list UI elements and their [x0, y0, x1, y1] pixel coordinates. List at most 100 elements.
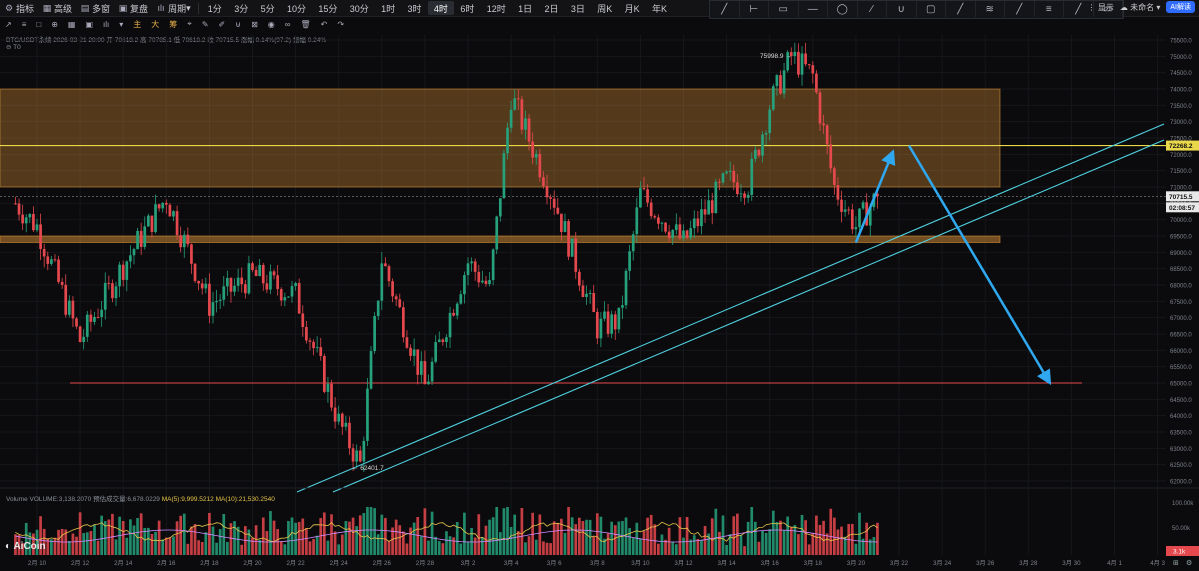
- period-tab[interactable]: 10分: [286, 3, 306, 14]
- volume-bar: [419, 536, 423, 555]
- toolbar-period-button[interactable]: ılı 周期 ▾: [152, 1, 195, 15]
- toolbar-indicator-button[interactable]: ⚙ 指标: [0, 1, 38, 15]
- screenshot-icon[interactable]: □: [36, 19, 42, 29]
- candle: [423, 361, 427, 385]
- layout-name-dropdown[interactable]: ☁ 未命名 ▾: [1119, 2, 1161, 12]
- candle: [671, 229, 675, 239]
- candle: [696, 218, 700, 227]
- box-tool-icon[interactable]: ▢: [917, 1, 946, 17]
- candle: [815, 73, 818, 93]
- brush-icon[interactable]: ✐: [218, 19, 226, 29]
- pen-tool-icon[interactable]: ╱: [946, 1, 976, 17]
- volume-bar: [728, 534, 732, 555]
- path-tool-icon[interactable]: ∕: [858, 1, 887, 17]
- toolbar-multi-button[interactable]: ▤ 多窗: [76, 1, 114, 15]
- rect-tool-icon[interactable]: ▭: [769, 1, 799, 17]
- ray-tool-icon[interactable]: —: [799, 1, 828, 17]
- x-axis-bg: [0, 556, 1199, 571]
- volume-bar: [82, 533, 86, 555]
- lines-icon[interactable]: ≡: [21, 19, 27, 29]
- quick-chip[interactable]: 筹: [169, 19, 178, 29]
- y-tick-label: 75000.0: [1170, 55, 1192, 61]
- period-tab[interactable]: 1日: [518, 3, 533, 14]
- period-tab[interactable]: 3时: [407, 3, 422, 14]
- quick-chip[interactable]: 主: [133, 19, 142, 29]
- candle: [779, 75, 782, 94]
- text-tool-icon[interactable]: ≡: [1035, 1, 1064, 17]
- toolbar-advanced-button[interactable]: ▦ 高级: [38, 1, 76, 15]
- y-tick-label: 68500.0: [1170, 267, 1192, 273]
- period-tab[interactable]: 1分: [207, 3, 222, 14]
- redo-icon[interactable]: ↷: [337, 19, 345, 29]
- period-tab[interactable]: 15分: [318, 3, 338, 14]
- ai-analysis-button[interactable]: AI解读: [1166, 1, 1195, 13]
- compare-icon[interactable]: ⊕: [51, 19, 58, 29]
- volume-bar: [384, 517, 387, 555]
- period-tab[interactable]: 2日: [544, 3, 559, 14]
- period-tab[interactable]: 30分: [349, 3, 369, 14]
- volume-bar: [674, 544, 678, 555]
- period-tab[interactable]: 12时: [486, 3, 506, 14]
- arc-tool-icon[interactable]: ∪: [887, 1, 917, 17]
- volume-bar: [567, 507, 570, 555]
- display-toggle[interactable]: ⋮ 显示: [1087, 2, 1114, 12]
- period-tab[interactable]: 6时: [460, 3, 475, 14]
- volume-bar: [739, 534, 743, 555]
- lock-icon[interactable]: ⊠: [251, 19, 258, 29]
- undo-icon[interactable]: ↶: [320, 19, 328, 29]
- grid-icon[interactable]: ▦: [67, 19, 76, 29]
- bars-icon[interactable]: ılı: [103, 19, 110, 29]
- period-tab[interactable]: 周K: [597, 3, 613, 14]
- candle: [534, 153, 538, 158]
- period-tab[interactable]: 3分: [234, 3, 249, 14]
- volume-bar: [402, 531, 405, 555]
- fib-tool-icon[interactable]: ≋: [976, 1, 1005, 17]
- volume-bar: [811, 533, 815, 555]
- y-tick-label: 74000.0: [1170, 88, 1192, 94]
- volume-bar: [850, 523, 854, 555]
- layout-icon[interactable]: ▣: [85, 19, 94, 29]
- pattern-tool-icon[interactable]: ╱: [1005, 1, 1035, 17]
- chevron-down-icon[interactable]: ▾: [119, 19, 124, 29]
- volume-bar: [204, 532, 208, 555]
- hline-tool-icon[interactable]: ⊢: [740, 1, 769, 17]
- link-icon[interactable]: ∞: [284, 19, 291, 29]
- volume-bar: [455, 522, 459, 555]
- candle: [132, 249, 136, 256]
- volume-bar: [251, 537, 254, 555]
- ruler-tool-icon[interactable]: ▭: [1094, 1, 1123, 17]
- quick-chip[interactable]: 大: [151, 19, 160, 29]
- candle: [613, 314, 617, 330]
- line-tool-icon[interactable]: ╱: [710, 1, 740, 17]
- volume-bar: [721, 515, 725, 555]
- x-tick-label: 3月 30: [1062, 560, 1081, 567]
- candle: [657, 217, 660, 224]
- period-tab[interactable]: 月K: [624, 3, 640, 14]
- volume-bar: [613, 525, 617, 555]
- magnet-icon[interactable]: ⊍: [235, 19, 242, 29]
- period-tab[interactable]: 5分: [260, 3, 275, 14]
- brush-tool-icon[interactable]: ╱: [1064, 1, 1094, 17]
- period-tab[interactable]: 4时: [427, 1, 455, 15]
- candle: [710, 200, 714, 214]
- period-tab[interactable]: 年K: [652, 3, 668, 14]
- cursor-icon[interactable]: ↗: [5, 19, 12, 29]
- period-tab[interactable]: 1时: [381, 3, 396, 14]
- volume-bar: [172, 536, 175, 555]
- toolbar-replay-button[interactable]: ▣ 复盘: [114, 1, 152, 15]
- trash-icon[interactable]: 🗑: [300, 19, 311, 29]
- volume-bar: [308, 541, 312, 555]
- candle: [294, 283, 297, 287]
- volume-bar: [545, 542, 549, 555]
- volume-bar: [703, 525, 707, 555]
- ellipse-tool-icon[interactable]: ◯: [828, 1, 858, 17]
- select-icon[interactable]: ⌖: [187, 19, 192, 28]
- candle: [53, 259, 57, 261]
- volume-bar: [689, 539, 693, 555]
- pencil-icon[interactable]: ✎: [201, 19, 209, 29]
- eye-icon[interactable]: ◉: [267, 19, 275, 29]
- volume-bar: [409, 527, 412, 555]
- period-tab[interactable]: 3日: [570, 3, 585, 14]
- candle: [247, 263, 251, 294]
